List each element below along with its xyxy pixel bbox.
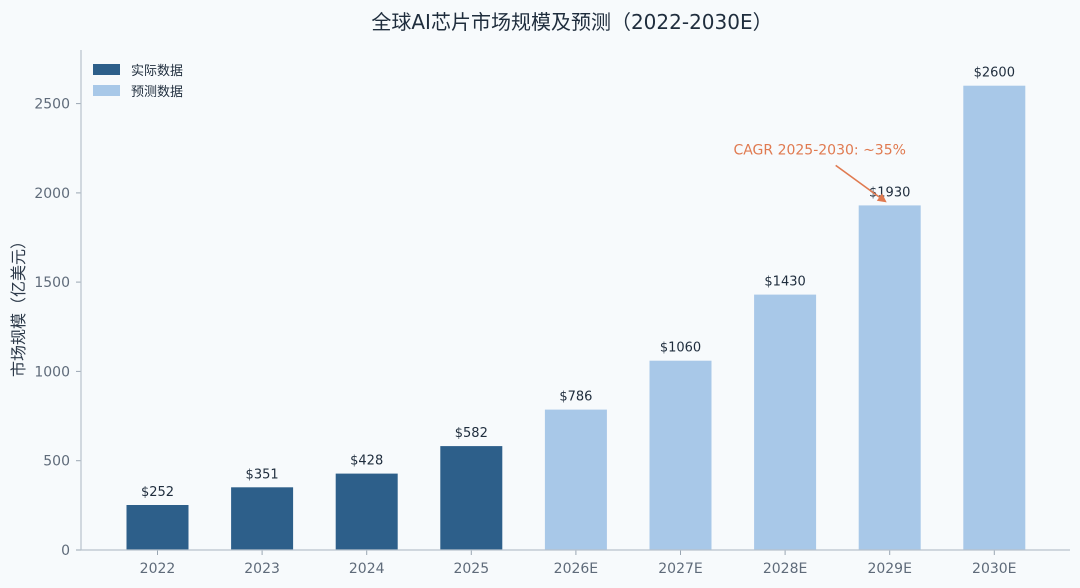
data-label-2023: $351 — [246, 467, 279, 482]
cagr-annotation: CAGR 2025-2030: ~35% — [733, 142, 906, 203]
x-tick-label-2028e: 2028E — [763, 561, 807, 577]
data-label-2028e: $1430 — [764, 275, 805, 290]
axis-ticks: 2022 2023 2024 2025 2026E 2027E 2028E 2029E 2030… — [34, 97, 1016, 577]
bar-2030e — [963, 85, 1026, 550]
data-label-2030e: $2600 — [974, 66, 1015, 81]
annotation-arrow-line — [835, 164, 880, 198]
x-tick-label-2030e: 2030E — [972, 561, 1016, 577]
x-tick-label-2022: 2022 — [140, 561, 176, 577]
x-tick-label-2026e: 2026E — [554, 561, 598, 577]
legend-swatch-actual — [93, 64, 120, 75]
y-tick-label-1000: 1000 — [34, 364, 70, 380]
data-label-2027e: $1060 — [660, 341, 701, 356]
y-tick-label-1500: 1500 — [34, 275, 70, 291]
bar-2028e — [754, 294, 817, 550]
legend-label-forecast: 预测数据 — [131, 85, 183, 100]
data-label-2026e: $786 — [559, 390, 592, 405]
bars-group: $252 $351 $428 $582 $786 $1060 $1430 $1930 $2600 — [126, 66, 1026, 550]
y-tick-label-0: 0 — [61, 543, 70, 559]
bar-2027e — [649, 360, 712, 550]
chart-title: 全球AI芯片市场规模及预测（2022-2030E） — [371, 10, 772, 34]
x-tick-label-2023: 2023 — [244, 561, 280, 577]
legend-label-actual: 实际数据 — [131, 64, 183, 79]
bar-2022 — [126, 505, 189, 550]
legend-swatch-forecast — [93, 85, 120, 96]
legend: 实际数据 预测数据 — [93, 64, 183, 100]
annotation-text: CAGR 2025-2030: ~35% — [733, 142, 905, 158]
x-tick-label-2029e: 2029E — [867, 561, 911, 577]
bar-2025 — [440, 446, 503, 550]
bar-2026e — [544, 409, 607, 550]
y-tick-label-2000: 2000 — [34, 186, 70, 202]
bar-2029e — [858, 205, 921, 550]
x-tick-label-2027e: 2027E — [658, 561, 702, 577]
x-tick-label-2025: 2025 — [453, 561, 489, 577]
data-label-2022: $252 — [141, 485, 174, 500]
bar-2024 — [335, 473, 398, 550]
y-tick-label-500: 500 — [43, 454, 70, 470]
annotation-arrow-head — [876, 193, 887, 203]
data-label-2024: $428 — [350, 454, 383, 469]
y-axis-label: 市场规模（亿美元） — [9, 233, 28, 377]
bar-2023 — [231, 487, 294, 550]
data-label-2025: $582 — [455, 426, 488, 441]
data-label-2029e: $1930 — [869, 185, 910, 200]
y-tick-label-2500: 2500 — [34, 97, 70, 113]
axes — [80, 50, 1070, 551]
x-tick-label-2024: 2024 — [349, 561, 385, 577]
